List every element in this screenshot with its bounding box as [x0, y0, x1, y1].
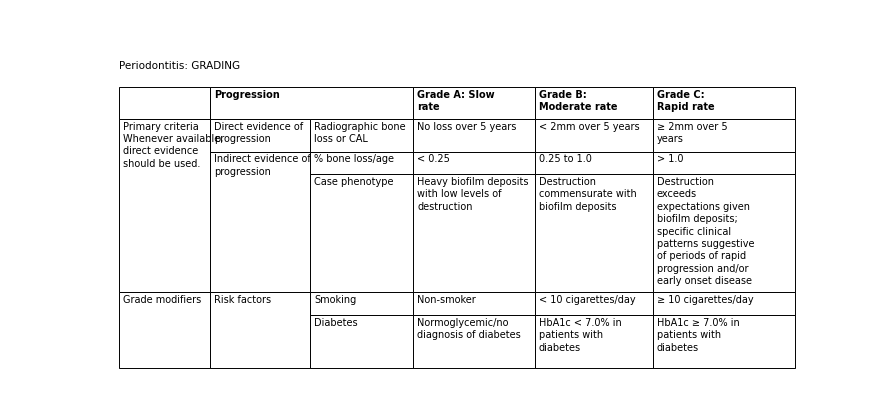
Text: Heavy biofilm deposits
with low levels of
destruction: Heavy biofilm deposits with low levels o…	[417, 177, 529, 212]
Bar	[119, 119, 210, 293]
Bar	[534, 87, 653, 119]
Bar	[413, 119, 534, 152]
Text: Primary criteria
Whenever available,
direct evidence
should be used.: Primary criteria Whenever available, dir…	[123, 122, 223, 169]
Bar	[413, 174, 534, 293]
Bar	[653, 174, 795, 293]
Text: Grade C:
Rapid rate: Grade C: Rapid rate	[657, 90, 714, 112]
Bar	[310, 315, 413, 368]
Text: Grade B:
Moderate rate: Grade B: Moderate rate	[539, 90, 618, 112]
Text: Grade modifiers: Grade modifiers	[123, 295, 201, 305]
Text: HbA1c < 7.0% in
patients with
diabetes: HbA1c < 7.0% in patients with diabetes	[539, 318, 621, 352]
Text: Radiographic bone
loss or CAL: Radiographic bone loss or CAL	[315, 122, 406, 144]
Text: ≥ 10 cigarettes/day: ≥ 10 cigarettes/day	[657, 295, 753, 305]
Text: Periodontitis: GRADING: Periodontitis: GRADING	[119, 61, 240, 71]
Text: Destruction
exceeds
expectations given
biofilm deposits;
specific clinical
patte: Destruction exceeds expectations given b…	[657, 177, 754, 286]
Bar	[653, 152, 795, 174]
Bar	[534, 293, 653, 315]
Bar	[210, 119, 310, 152]
Bar	[119, 87, 210, 119]
Text: ≥ 2mm over 5
years: ≥ 2mm over 5 years	[657, 122, 727, 144]
Bar	[310, 174, 413, 293]
Bar	[310, 293, 413, 315]
Bar	[413, 315, 534, 368]
Text: HbA1c ≥ 7.0% in
patients with
diabetes: HbA1c ≥ 7.0% in patients with diabetes	[657, 318, 740, 352]
Bar	[310, 119, 413, 152]
Bar	[310, 152, 413, 174]
Bar	[413, 293, 534, 315]
Text: 0.25 to 1.0: 0.25 to 1.0	[539, 154, 592, 164]
Bar	[413, 87, 534, 119]
Text: Risk factors: Risk factors	[214, 295, 271, 305]
Bar	[653, 87, 795, 119]
Bar	[413, 152, 534, 174]
Bar	[534, 119, 653, 152]
Bar	[210, 293, 310, 368]
Text: Indirect evidence of
progression: Indirect evidence of progression	[214, 154, 311, 177]
Text: Case phenotype: Case phenotype	[315, 177, 393, 187]
Text: Grade A: Slow
rate: Grade A: Slow rate	[417, 90, 494, 112]
Text: No loss over 5 years: No loss over 5 years	[417, 122, 517, 132]
Text: Destruction
commensurate with
biofilm deposits: Destruction commensurate with biofilm de…	[539, 177, 636, 212]
Text: < 10 cigarettes/day: < 10 cigarettes/day	[539, 295, 635, 305]
Text: Normoglycemic/no
diagnosis of diabetes: Normoglycemic/no diagnosis of diabetes	[417, 318, 521, 340]
Text: Direct evidence of
progression: Direct evidence of progression	[214, 122, 303, 144]
Text: Smoking: Smoking	[315, 295, 356, 305]
Text: Non-smoker: Non-smoker	[417, 295, 476, 305]
Bar	[534, 152, 653, 174]
Bar	[534, 174, 653, 293]
Text: Progression: Progression	[214, 90, 280, 100]
Text: < 2mm over 5 years: < 2mm over 5 years	[539, 122, 640, 132]
Bar	[210, 87, 413, 119]
Text: Diabetes: Diabetes	[315, 318, 358, 328]
Bar	[534, 315, 653, 368]
Text: % bone loss/age: % bone loss/age	[315, 154, 394, 164]
Bar	[119, 293, 210, 368]
Bar	[210, 152, 310, 293]
Bar	[653, 119, 795, 152]
Text: > 1.0: > 1.0	[657, 154, 683, 164]
Text: < 0.25: < 0.25	[417, 154, 450, 164]
Bar	[653, 293, 795, 315]
Bar	[653, 315, 795, 368]
